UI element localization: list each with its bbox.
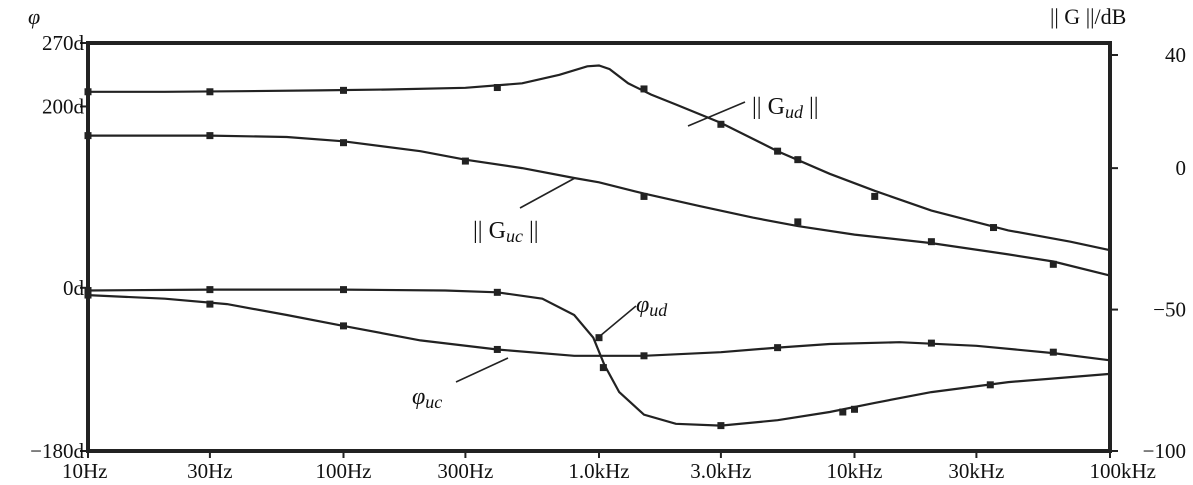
data-point-marker <box>717 422 725 430</box>
data-point-marker <box>927 238 935 246</box>
data-point-marker <box>1049 348 1057 356</box>
data-point-marker <box>493 345 501 353</box>
label-leader-line <box>455 357 509 383</box>
series-line-φud <box>87 288 1111 427</box>
data-point-marker <box>84 287 92 295</box>
series-line-||Guc|| <box>88 134 1111 277</box>
right-tick-label: 0 <box>1176 156 1187 180</box>
x-tick-label: 10Hz <box>62 459 108 483</box>
data-point-marker <box>493 288 501 296</box>
series-label: || Guc || <box>473 218 539 246</box>
data-point-marker <box>206 300 214 308</box>
x-tick-label: 100kHz <box>1090 459 1157 483</box>
x-tick-label: 1.0kHz <box>568 459 629 483</box>
left-tick-label: 200d <box>42 94 85 118</box>
data-point-marker <box>774 147 782 155</box>
data-point-marker <box>794 218 802 226</box>
series-label: φuc <box>412 384 442 412</box>
data-point-marker <box>84 291 92 299</box>
series-label: || Gud || <box>752 94 819 122</box>
data-point-marker <box>640 192 648 200</box>
data-point-marker <box>206 132 214 140</box>
data-point-marker <box>340 139 347 147</box>
data-point-marker <box>927 339 935 347</box>
data-point-marker <box>461 157 469 165</box>
x-axis: 10Hz 30Hz 100Hz 300Hz 1.0kHz 3.0kHz 10kHz 30kHz… <box>62 451 1156 483</box>
x-tick-label: 10kHz <box>827 459 883 483</box>
data-point-marker <box>640 352 648 360</box>
data-point-marker <box>340 86 347 94</box>
data-point-marker <box>1049 260 1057 268</box>
x-tick-label: 30kHz <box>948 459 1004 483</box>
label-leader-line <box>599 305 637 337</box>
series-label: φud <box>636 292 668 320</box>
data-point-marker <box>493 84 501 92</box>
x-tick-label: 100Hz <box>316 459 372 483</box>
data-point-marker <box>84 88 92 96</box>
data-point-marker <box>839 408 847 416</box>
right-tick-label: −100 <box>1143 439 1186 463</box>
x-tick-label: 30Hz <box>187 459 233 483</box>
data-point-marker <box>84 132 92 140</box>
data-point-marker <box>851 405 858 413</box>
series-layer <box>84 64 1111 430</box>
data-point-marker <box>986 381 994 389</box>
data-point-marker <box>340 286 347 294</box>
data-point-marker <box>206 286 214 294</box>
left-tick-label: 0d <box>63 276 85 300</box>
label-leader-line <box>687 101 746 127</box>
data-point-marker <box>717 120 725 128</box>
series-labels: || Gud || || Guc || φud φuc <box>412 94 819 412</box>
data-point-marker <box>206 88 214 96</box>
left-axis-title: φ <box>28 4 40 29</box>
series-line-φuc <box>87 294 1111 362</box>
label-leader-line <box>519 177 576 209</box>
left-tick-label: 270d <box>42 31 85 55</box>
data-point-marker <box>990 224 998 232</box>
data-point-marker <box>871 192 879 200</box>
right-axis-title: || G ||/dB <box>1050 4 1126 29</box>
x-tick-label: 300Hz <box>437 459 493 483</box>
x-tick-label: 3.0kHz <box>690 459 751 483</box>
data-point-marker <box>595 334 603 342</box>
series-line-||Gud|| <box>88 64 1111 252</box>
right-tick-label: −50 <box>1153 298 1186 322</box>
data-point-marker <box>794 156 802 164</box>
right-axis: 40 0 −50 −100 <box>1110 43 1186 463</box>
data-point-marker <box>640 85 648 93</box>
data-point-marker <box>340 322 347 330</box>
data-point-marker <box>774 344 782 352</box>
left-axis: 270d 200d 0d −180d <box>30 31 88 463</box>
left-tick-label: −180d <box>30 439 84 463</box>
right-tick-label: 40 <box>1165 43 1186 67</box>
data-point-marker <box>599 364 607 372</box>
